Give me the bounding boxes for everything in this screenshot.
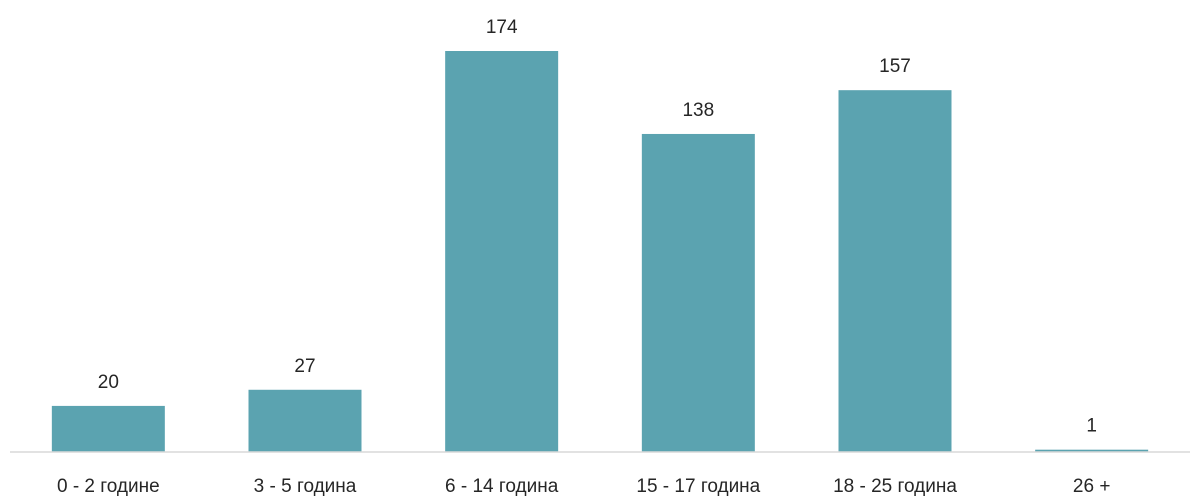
x-tick-label: 6 - 14 година (445, 476, 559, 497)
data-label-group: 20 27 174 138 157 1 (98, 17, 1097, 437)
bar (445, 51, 559, 452)
data-label: 20 (98, 372, 119, 393)
data-label: 1 (1086, 416, 1097, 437)
data-label: 174 (486, 17, 518, 38)
x-tick-label: 3 - 5 година (254, 476, 357, 497)
x-tick-label: 26 + (1073, 476, 1111, 497)
bar (248, 389, 362, 452)
x-tick-label: 0 - 2 године (57, 476, 160, 497)
x-tick-label: 15 - 17 година (636, 476, 760, 497)
x-tick-label-group: 0 - 2 године 3 - 5 година 6 - 14 година 15 … (57, 476, 1110, 497)
data-label: 27 (294, 356, 315, 377)
bar (838, 90, 952, 452)
bar (641, 133, 755, 452)
data-label: 157 (879, 56, 911, 77)
bar-group (51, 51, 1149, 452)
bar (1035, 449, 1149, 452)
bar (51, 405, 165, 452)
data-label: 138 (682, 100, 714, 121)
x-tick-label: 18 - 25 година (833, 476, 957, 497)
